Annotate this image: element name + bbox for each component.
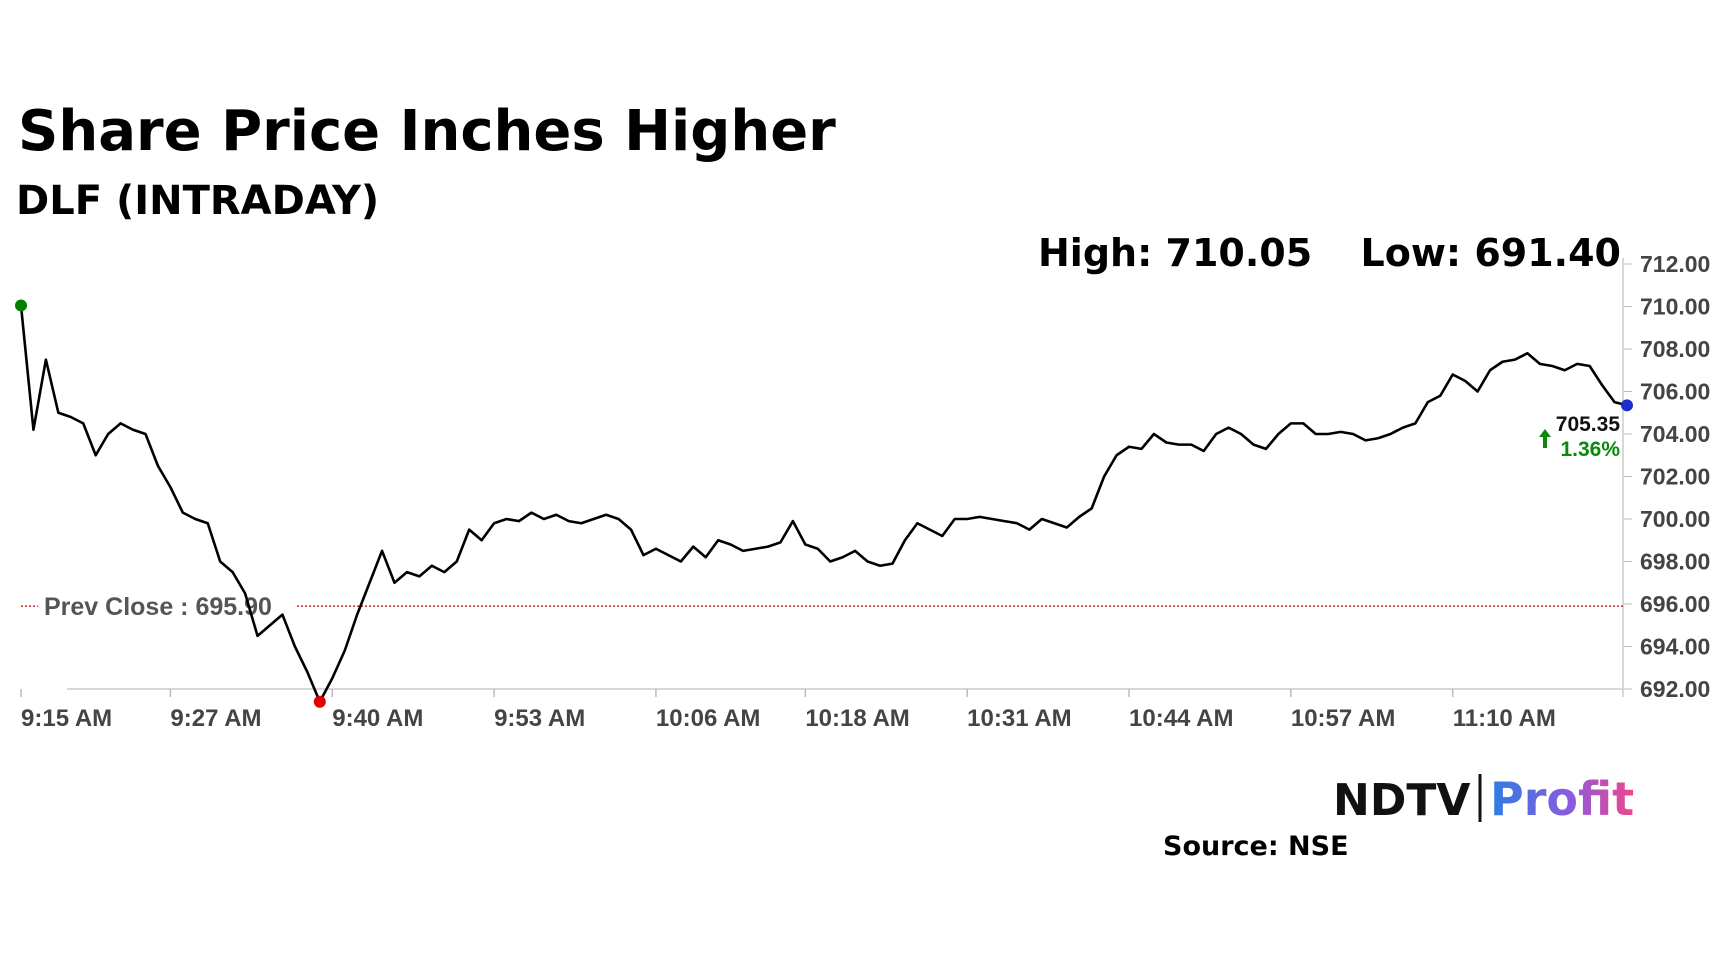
x-tick-label: 9:27 AM: [170, 705, 261, 732]
x-tick-label: 9:53 AM: [494, 705, 585, 732]
y-tick-label: 704.00: [1640, 421, 1710, 447]
y-tick-label: 710.00: [1640, 294, 1710, 320]
chart-title: Share Price Inches Higher: [18, 99, 836, 164]
y-tick-label: 696.00: [1640, 591, 1710, 617]
x-tick-label: 9:15 AM: [21, 705, 112, 732]
y-tick-label: 712.00: [1640, 251, 1710, 277]
x-tick-label: 10:57 AM: [1291, 705, 1395, 732]
high-label: High: 710.05: [1038, 231, 1312, 275]
low-marker: [313, 695, 326, 708]
x-tick-label: 11:10 AM: [1453, 705, 1556, 732]
y-tick-label: 706.00: [1640, 379, 1710, 405]
prev-close-label: Prev Close : 695.90: [44, 593, 272, 621]
change-label: 1.36%: [1560, 438, 1620, 461]
y-tick-label: 698.00: [1640, 549, 1710, 575]
y-tick-label: 694.00: [1640, 634, 1710, 660]
x-tick-label: 10:44 AM: [1129, 705, 1233, 732]
x-tick-label: 10:06 AM: [656, 705, 760, 732]
x-tick-label: 10:18 AM: [805, 705, 909, 732]
brand-profit: Profit: [1490, 772, 1634, 826]
last-value-label: 705.35: [1556, 413, 1621, 436]
change-arrow: [1539, 429, 1551, 448]
x-tick-label: 10:31 AM: [967, 705, 1071, 732]
y-tick-label: 708.00: [1640, 336, 1710, 362]
y-tick-label: 700.00: [1640, 506, 1710, 532]
source: Source: NSE: [1163, 831, 1349, 862]
y-tick-label: 702.00: [1640, 464, 1710, 490]
x-tick-label: 9:40 AM: [332, 705, 423, 732]
plot-area: 692.00 694.00 696.00 698.00 700.00 702.00 704.…: [15, 251, 1710, 732]
chart-subtitle: DLF (INTRADAY): [16, 178, 379, 224]
high-marker: [15, 299, 27, 312]
brand-ndtv: NDTV: [1333, 775, 1470, 826]
price-line: [19, 305, 1628, 704]
low-label: Low: 691.40: [1361, 231, 1622, 275]
last-marker: [1621, 399, 1633, 412]
y-tick-label: 692.00: [1640, 676, 1710, 702]
